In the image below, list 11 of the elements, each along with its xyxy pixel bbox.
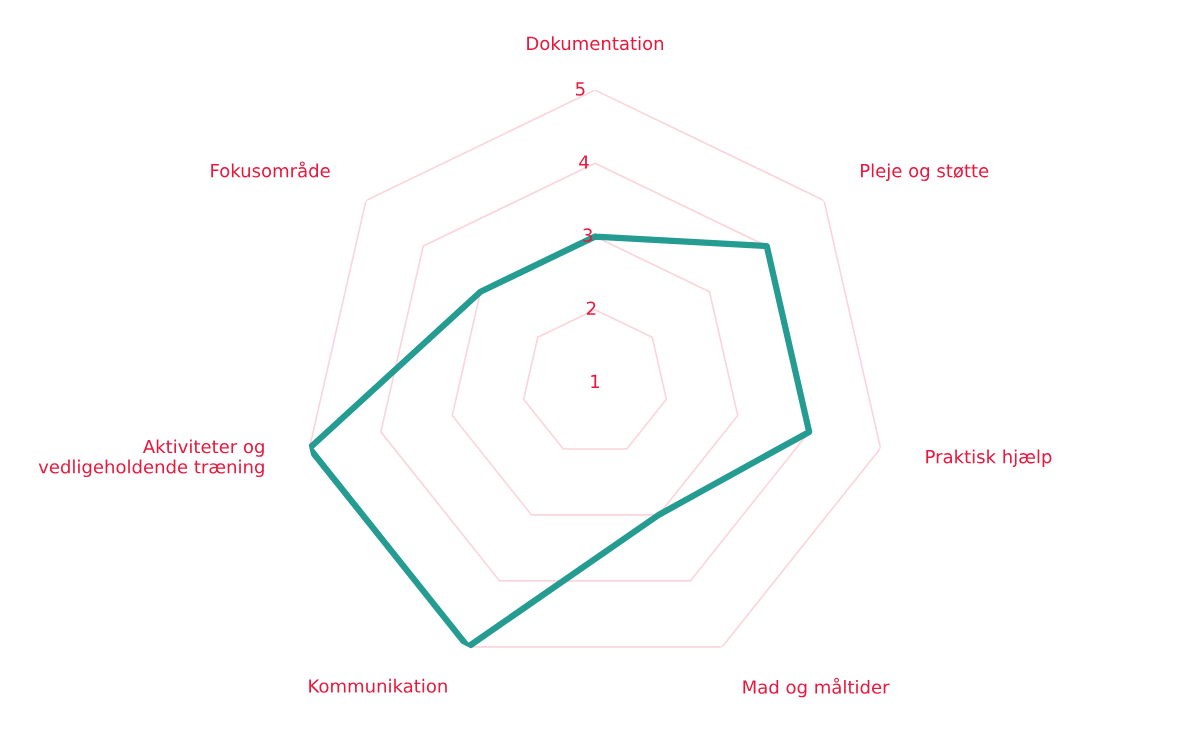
spoke-label: Aktiviteter og vedligeholdende træning xyxy=(38,439,264,478)
y-tick-label: 1 xyxy=(591,374,600,388)
y-tick-label: 5 xyxy=(576,82,585,96)
spoke-label: Fokusområde xyxy=(211,161,330,178)
spoke-label: Praktisk hjælp xyxy=(926,449,1052,467)
spoke-label: Kommunikation xyxy=(309,678,447,693)
spoke-label: Dokumentation xyxy=(527,36,664,51)
y-tick-label: 4 xyxy=(579,155,589,169)
spoke-label: Mad og måltider xyxy=(743,677,890,698)
y-tick-label: 2 xyxy=(586,301,596,315)
spoke-label: Pleje og støtte xyxy=(861,163,989,181)
